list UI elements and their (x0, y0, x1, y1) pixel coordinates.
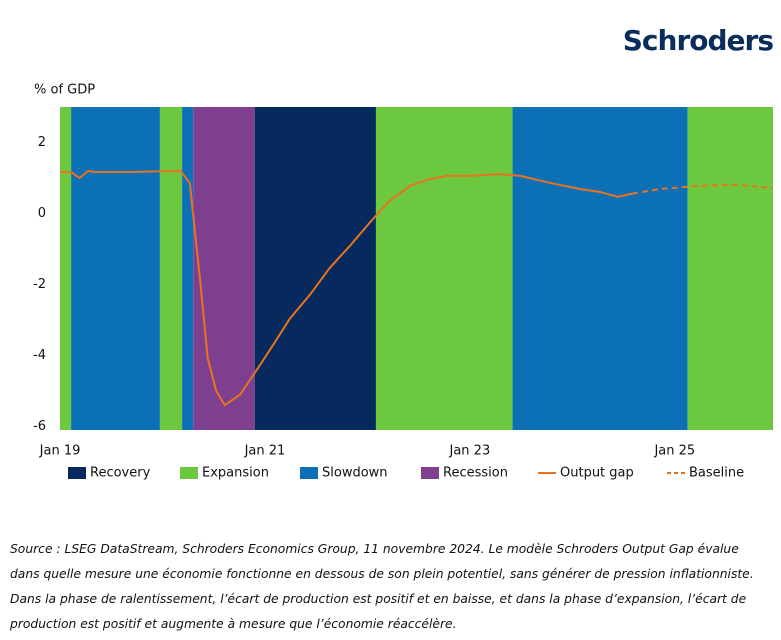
legend-label: Baseline (689, 466, 744, 481)
legend-label: Slowdown (322, 466, 388, 481)
legend-swatch (68, 467, 86, 479)
x-tick-label: Jan 25 (653, 444, 695, 459)
regime-band (375, 107, 513, 430)
legend-label: Recession (443, 466, 508, 481)
y-axis-label: % of GDP (34, 83, 95, 98)
regime-band (60, 107, 72, 430)
regime-band (512, 107, 688, 430)
x-tick-label: Jan 21 (244, 444, 286, 459)
regime-band (182, 107, 194, 430)
legend-swatch (300, 467, 318, 479)
legend-label: Recovery (90, 466, 151, 481)
regime-band (687, 107, 773, 430)
y-tick-label: 2 (38, 135, 46, 150)
regime-band (193, 107, 255, 430)
x-tick-label: Jan 19 (39, 444, 81, 459)
source-note: Source : LSEG DataStream, Schroders Econ… (10, 542, 754, 631)
y-tick-label: -2 (33, 277, 46, 292)
y-tick-label: 0 (38, 206, 46, 221)
legend-swatch (180, 467, 198, 479)
legend-swatch (421, 467, 439, 479)
logo: Schroders (623, 24, 774, 57)
y-tick-label: -6 (33, 419, 46, 434)
regime-band (71, 107, 160, 430)
legend-label: Output gap (560, 466, 634, 481)
x-tick-label: Jan 23 (449, 444, 491, 459)
legend-label: Expansion (202, 466, 269, 481)
regime-band (254, 107, 376, 430)
chart: Schroders % of GDP -6 -4 -2 0 2 Jan 19 Jan 21 J… (33, 24, 774, 481)
y-tick-label: -4 (33, 348, 46, 363)
regime-band (159, 107, 183, 430)
series-line (59, 169, 633, 407)
series-line (631, 183, 774, 195)
